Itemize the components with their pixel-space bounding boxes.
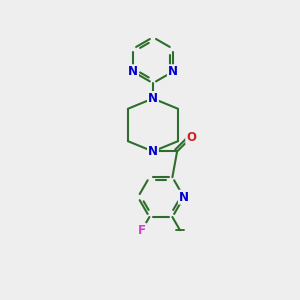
Text: N: N bbox=[148, 92, 158, 105]
Text: N: N bbox=[168, 65, 178, 78]
Text: N: N bbox=[148, 145, 158, 158]
Text: N: N bbox=[179, 190, 189, 204]
Text: N: N bbox=[128, 65, 138, 78]
Text: F: F bbox=[138, 224, 146, 237]
Text: O: O bbox=[186, 131, 196, 144]
